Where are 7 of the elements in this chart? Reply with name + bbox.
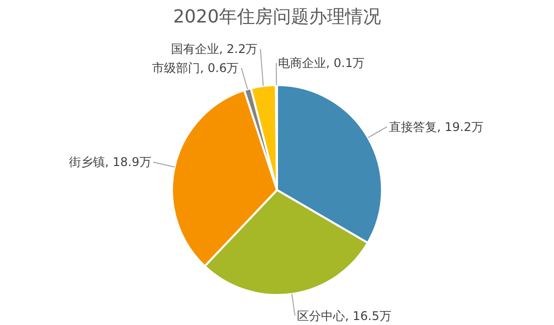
slice-label: 市级部门, 0.6万 <box>152 61 239 75</box>
slice-label: 区分中心, 16.5万 <box>297 309 392 323</box>
chart-title: 2020年住房问题办理情况 <box>173 6 381 28</box>
slice-label: 街乡镇, 18.9万 <box>69 155 152 169</box>
slice-label: 国有企业, 2.2万 <box>171 42 258 56</box>
slice-label: 直接答复, 19.2万 <box>389 120 484 134</box>
slice-label: 电商企业, 0.1万 <box>278 56 365 70</box>
